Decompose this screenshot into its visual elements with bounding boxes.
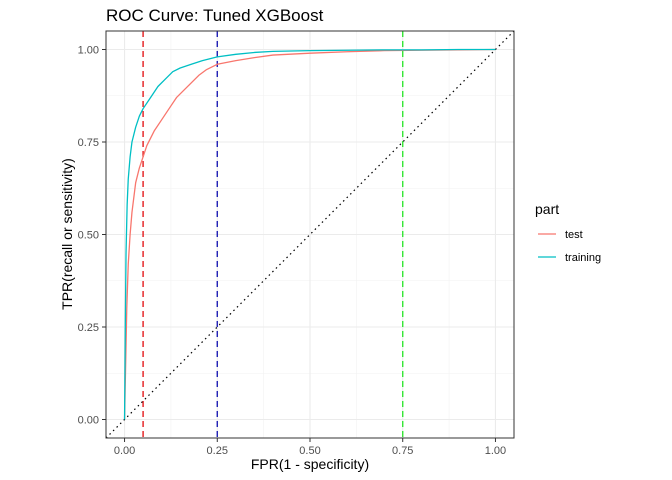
y-axis-ticks: 0.00 0.25 0.50 0.75 1.00 bbox=[78, 45, 106, 427]
y-tick-label: 0.00 bbox=[78, 415, 99, 427]
reference-lines bbox=[105, 30, 515, 439]
series-line-training bbox=[123, 48, 496, 420]
y-axis-label: TPR(recall or sensitivity) bbox=[59, 158, 75, 310]
diagonal-reference-line bbox=[105, 30, 515, 439]
x-tick-label: 0.75 bbox=[392, 445, 413, 457]
x-tick-label: 0.25 bbox=[207, 445, 228, 457]
chart-title: ROC Curve: Tuned XGBoost bbox=[106, 6, 324, 25]
x-axis-ticks: 0.00 0.25 0.50 0.75 1.00 bbox=[114, 438, 506, 457]
legend: part test training bbox=[535, 201, 601, 264]
legend-title: part bbox=[535, 201, 559, 217]
y-tick-label: 1.00 bbox=[78, 45, 99, 57]
series-lines bbox=[123, 48, 496, 420]
y-tick-label: 0.25 bbox=[78, 322, 99, 334]
x-tick-label: 1.00 bbox=[485, 445, 506, 457]
legend-label-training: training bbox=[565, 252, 601, 264]
legend-label-test: test bbox=[565, 229, 583, 241]
x-axis-label: FPR(1 - specificity) bbox=[251, 456, 369, 472]
x-tick-label: 0.50 bbox=[299, 445, 320, 457]
x-tick-label: 0.00 bbox=[114, 445, 135, 457]
series-line-test bbox=[123, 48, 496, 420]
y-tick-label: 0.75 bbox=[78, 137, 99, 149]
y-tick-label: 0.50 bbox=[78, 230, 99, 242]
